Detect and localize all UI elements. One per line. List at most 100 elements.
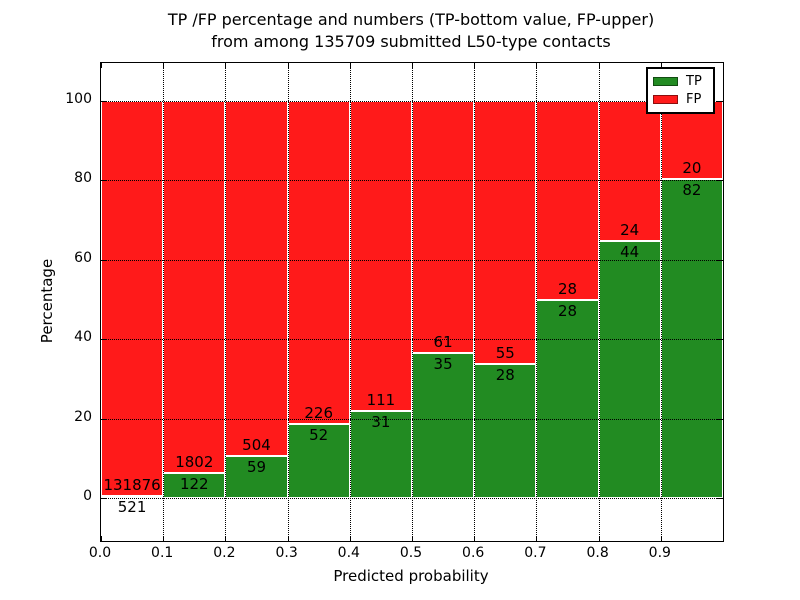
y-tick-label: 60: [74, 249, 92, 266]
legend-entry-tp: TP: [653, 74, 708, 89]
x-tick: [101, 63, 102, 68]
x-tick-label: 0.2: [213, 545, 236, 561]
y-tick: [717, 418, 723, 420]
x-tick: [349, 63, 351, 68]
y-tick: [717, 498, 723, 499]
fp-bar-segment: [287, 101, 350, 424]
fp-count-label: 111: [366, 391, 396, 410]
fp-color-swatch: [653, 95, 678, 105]
grid-hline: [101, 339, 723, 341]
x-tick: [660, 536, 662, 541]
x-tick: [287, 536, 289, 541]
tp-count-label: 122: [179, 474, 209, 493]
fp-count-label: 28: [557, 279, 578, 298]
x-tick: [723, 63, 724, 68]
grid-vline: [474, 63, 476, 541]
x-tick: [412, 536, 413, 541]
tp-count-label: 59: [246, 458, 267, 477]
grid-vline: [225, 63, 227, 541]
grid-hline: [101, 418, 723, 420]
x-tick: [163, 63, 165, 68]
y-tick: [101, 418, 107, 420]
fp-bar-segment: [163, 101, 226, 473]
x-tick: [723, 536, 724, 541]
x-tick: [225, 536, 227, 541]
grid-vline: [287, 63, 289, 541]
x-tick-label: 0.8: [586, 545, 609, 561]
legend-entry-fp: FP: [653, 92, 708, 107]
fp-count-label: 55: [495, 344, 515, 363]
y-tick: [717, 180, 723, 182]
fp-count-label: 226: [304, 403, 333, 422]
chart-title-line2: from among 135709 submitted L50-type con…: [211, 32, 611, 51]
x-tick-label: 0.3: [275, 545, 298, 561]
plot-area: 131876 521 1802 122 504 59 226 52 111 31 61 35 55 28 2…: [100, 62, 724, 542]
fp-bar-segment: [474, 101, 537, 365]
x-tick-label: 0.5: [399, 545, 423, 561]
tp-count-label: 28: [495, 366, 515, 385]
fp-count-label: 24: [620, 221, 640, 240]
fp-bar-segment: [101, 101, 164, 497]
tp-count-label: 31: [371, 413, 391, 432]
x-axis-label: Predicted probability: [333, 567, 489, 585]
legend-label-tp: TP: [686, 73, 702, 89]
y-tick: [101, 180, 107, 182]
grid-vline: [349, 63, 351, 541]
tp-bar-segment: [225, 456, 288, 498]
grid-vline: [660, 63, 662, 541]
y-tick-label: 80: [74, 170, 92, 187]
x-tick: [101, 536, 102, 541]
tp-count-label: 82: [682, 180, 702, 199]
grid-vline: [536, 63, 538, 541]
y-tick-label: 0: [83, 488, 92, 504]
x-tick-label: 0.7: [524, 545, 547, 561]
y-tick: [717, 101, 723, 102]
x-tick: [412, 63, 413, 68]
y-tick: [717, 259, 723, 261]
grid-hline: [101, 101, 723, 102]
grid-vline: [163, 63, 165, 541]
tp-bar-segment: [536, 299, 599, 498]
fp-count-label: 1802: [175, 452, 214, 471]
x-tick: [598, 536, 600, 541]
y-tick-label: 100: [65, 91, 92, 107]
x-tick: [349, 536, 351, 541]
x-tick: [225, 63, 227, 68]
tp-color-swatch: [653, 76, 678, 86]
fp-bar-segment: [412, 101, 475, 354]
grid-hline: [101, 180, 723, 182]
y-tick-label: 40: [74, 329, 92, 346]
x-tick-label: 0.9: [648, 545, 671, 561]
tp-bar-segment: [349, 411, 412, 498]
x-tick: [474, 536, 476, 541]
y-tick: [101, 259, 107, 261]
fp-bar-segment: [536, 101, 599, 300]
tp-bar-segment: [474, 364, 537, 498]
fp-count-label: 504: [242, 436, 271, 455]
chart-title-line1: TP /FP percentage and numbers (TP-bottom…: [167, 10, 655, 29]
legend-label-fp: FP: [686, 92, 702, 108]
x-tick-label: 0.1: [151, 545, 174, 561]
y-tick: [101, 101, 107, 102]
tp-bar-segment: [660, 178, 723, 498]
x-tick: [287, 63, 289, 68]
y-tick: [101, 339, 107, 341]
tp-bar-segment: [163, 472, 226, 498]
tp-bar-segment: [412, 353, 475, 498]
x-tick-label: 0.4: [337, 545, 360, 561]
grid-vline: [412, 63, 413, 541]
x-tick: [536, 63, 538, 68]
x-tick: [536, 536, 538, 541]
grid-hline: [101, 498, 723, 499]
fp-count-label: 131876: [103, 476, 161, 495]
fp-count-label: 61: [433, 333, 453, 352]
tp-count-label: 44: [620, 243, 640, 262]
tp-bar-segment: [101, 496, 164, 499]
x-tick-label: 0.0: [88, 545, 112, 561]
x-tick: [474, 63, 476, 68]
tp-count-label: 35: [433, 355, 453, 374]
x-tick: [598, 63, 600, 68]
fp-count-label: 20: [682, 158, 702, 177]
grid-vline: [598, 63, 600, 541]
